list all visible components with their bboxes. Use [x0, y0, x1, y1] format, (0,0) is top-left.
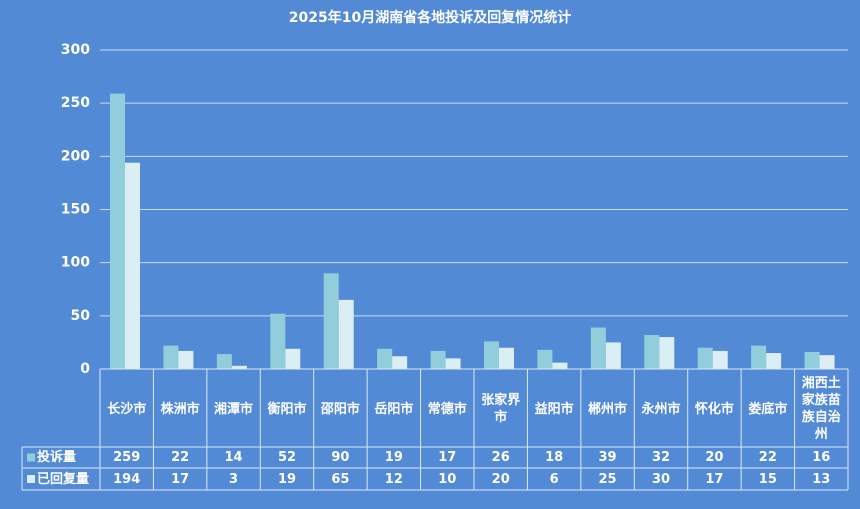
- bar: [377, 348, 393, 369]
- table-value: 18: [545, 450, 564, 465]
- x-tick-label: 岳阳市: [374, 401, 414, 417]
- chart-title: 2025年10月湖南省各地投诉及回复情况统计: [289, 9, 571, 26]
- y-tick-label: 300: [61, 42, 90, 58]
- x-tick-label: 娄底市: [748, 401, 788, 417]
- table-value: 17: [438, 450, 457, 465]
- table-value: 19: [384, 450, 403, 465]
- y-tick-label: 0: [80, 361, 90, 377]
- y-tick-label: 100: [61, 255, 90, 271]
- bar: [590, 327, 606, 369]
- legend-label: 投诉量: [37, 450, 77, 465]
- table-value: 22: [758, 450, 777, 465]
- bar: [430, 350, 446, 369]
- x-tick-label: 常德市: [427, 401, 467, 417]
- bar: [445, 358, 461, 369]
- bar: [338, 299, 354, 369]
- table-value: 20: [705, 450, 724, 465]
- table-value: 10: [438, 471, 457, 487]
- table-value: 39: [598, 450, 617, 465]
- bar: [163, 345, 179, 369]
- bar: [697, 347, 713, 369]
- table-value: 90: [331, 450, 350, 465]
- bar: [712, 350, 728, 369]
- bar: [285, 348, 301, 369]
- x-tick-label: 郴州市: [588, 401, 628, 417]
- bar: [537, 349, 553, 369]
- bar: [484, 341, 499, 369]
- bar: [819, 355, 835, 369]
- y-tick-label: 50: [71, 308, 91, 324]
- bar: [499, 347, 514, 369]
- table-value: 32: [651, 450, 671, 465]
- bar: [125, 162, 140, 369]
- bar: [323, 273, 339, 369]
- table-value: 13: [812, 471, 831, 487]
- bar: [804, 351, 820, 369]
- bar: [270, 313, 286, 369]
- y-tick-label: 250: [61, 95, 90, 111]
- table-value: 14: [224, 450, 243, 465]
- bar: [751, 345, 767, 369]
- x-tick-label: 邵阳市: [320, 401, 360, 417]
- table-value: 6: [549, 471, 559, 487]
- table-value: 259: [113, 450, 141, 465]
- legend-label: 已回复量: [37, 471, 90, 487]
- table-value: 22: [171, 450, 190, 465]
- bar: [216, 354, 232, 369]
- x-tick-label: 永州市: [641, 401, 681, 417]
- table-value: 30: [651, 471, 671, 487]
- table-value: 15: [758, 471, 777, 487]
- x-tick-label: 益阳市: [534, 401, 574, 417]
- table-value: 16: [812, 450, 831, 465]
- y-tick-label: 200: [61, 148, 90, 164]
- legend-key: [27, 453, 35, 462]
- x-tick-label: 衡阳市: [267, 401, 307, 417]
- bar: [392, 356, 408, 369]
- x-tick-label: 湘潭市: [214, 401, 254, 417]
- y-tick-label: 150: [61, 202, 90, 218]
- table-value: 25: [598, 471, 617, 487]
- table-value: 12: [384, 471, 403, 487]
- table-value: 3: [229, 471, 239, 487]
- table-value: 17: [171, 471, 190, 487]
- table-value: 194: [113, 471, 141, 487]
- bar: [644, 334, 660, 369]
- table-value: 17: [705, 471, 724, 487]
- table-value: 26: [491, 450, 510, 465]
- table-value: 52: [277, 450, 297, 465]
- legend-key: [27, 475, 35, 483]
- x-tick-label: 怀化市: [694, 401, 734, 417]
- bar: [766, 353, 782, 369]
- x-tick-label: 长沙市: [107, 401, 147, 417]
- bar: [605, 342, 621, 369]
- table-value: 19: [277, 471, 297, 487]
- x-tick-label: 张家界市: [481, 393, 521, 425]
- bar: [178, 350, 194, 369]
- bar: [552, 362, 568, 369]
- bar: [110, 93, 125, 369]
- x-tick-label: 湘西土家族苗族自治州: [801, 376, 841, 442]
- x-tick-label: 株洲市: [160, 401, 200, 417]
- table-value: 20: [491, 471, 510, 487]
- bar: [659, 337, 675, 369]
- table-value: 65: [331, 471, 350, 487]
- bar: [231, 365, 247, 369]
